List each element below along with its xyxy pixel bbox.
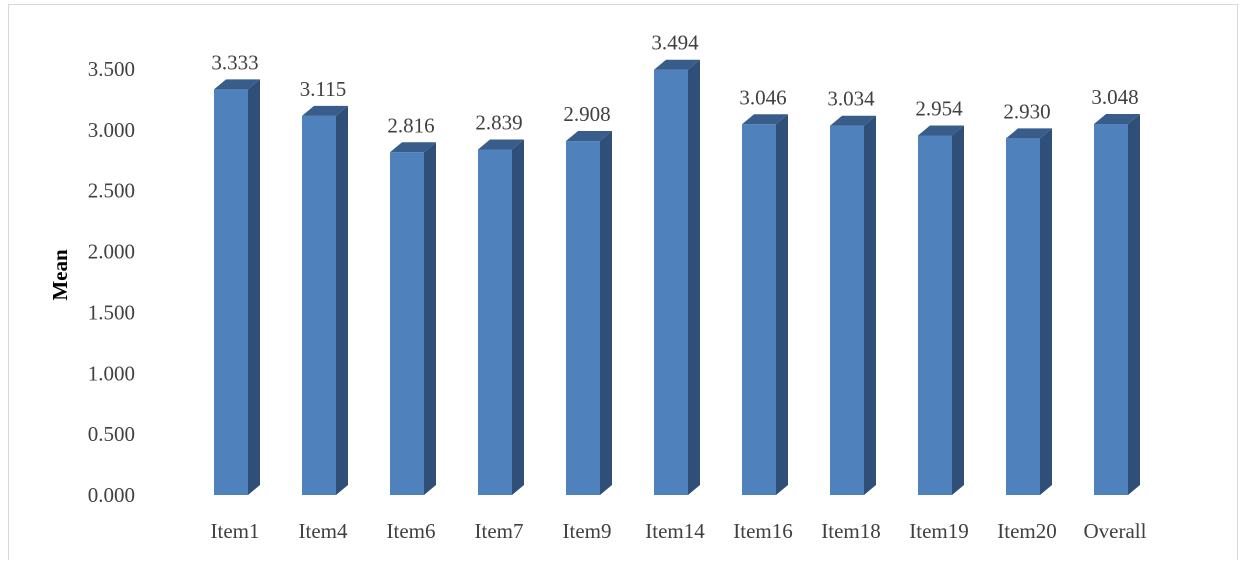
chart-area: 0.000 0.500 1.000 1.500 2.000 2.500 3.000 3.500… (8, 4, 1238, 560)
x-axis: Item1 Item4 Item6 Item7 Item9 Item14 Item16 Ite… (211, 519, 1147, 543)
bar-side-face (776, 114, 788, 495)
bar-top-face (742, 114, 788, 125)
x-tick-label: Overall (1084, 519, 1147, 543)
bar-top-face (830, 115, 876, 126)
y-tick-label: 0.000 (88, 483, 135, 507)
bar (1094, 114, 1140, 495)
bar-side-face (1128, 114, 1140, 495)
y-tick-label: 2.500 (88, 179, 135, 203)
data-label: 2.954 (915, 96, 963, 120)
bar-front-face (1094, 124, 1128, 495)
bar-front-face (214, 89, 248, 495)
y-tick-label: 3.000 (88, 118, 135, 142)
bar-top-face (654, 59, 700, 70)
bar-top-face (390, 142, 436, 153)
bar-side-face (248, 79, 260, 495)
bar-top-face (1006, 128, 1052, 139)
x-tick-label: Item6 (387, 519, 436, 543)
data-label: 3.048 (1091, 85, 1138, 109)
data-label: 2.816 (387, 113, 434, 137)
bar-side-face (952, 125, 964, 496)
y-axis: 0.000 0.500 1.000 1.500 2.000 2.500 3.000 3.500 (88, 57, 135, 507)
data-label: 2.839 (475, 110, 522, 134)
bar (566, 131, 612, 495)
x-tick-label: Item16 (733, 519, 792, 543)
bar-side-face (1040, 128, 1052, 495)
bar-side-face (864, 115, 876, 495)
bar-series (214, 59, 1140, 496)
data-label: 3.494 (651, 31, 699, 55)
bar-top-face (566, 131, 612, 142)
x-tick-label: Item9 (563, 519, 612, 543)
bar (302, 105, 348, 496)
data-label: 3.333 (211, 50, 258, 74)
bar (390, 142, 436, 496)
y-tick-label: 2.000 (88, 240, 135, 264)
bar-top-face (918, 125, 964, 136)
x-tick-label: Item4 (299, 519, 348, 543)
bar (918, 125, 964, 496)
x-tick-label: Item7 (475, 519, 524, 543)
bar-front-face (478, 149, 512, 496)
x-tick-label: Item18 (821, 519, 880, 543)
data-label: 2.908 (563, 102, 610, 126)
bar (1006, 128, 1052, 495)
bar-front-face (742, 124, 776, 495)
bar-side-face (336, 105, 348, 496)
bar-front-face (654, 69, 688, 495)
bar-side-face (424, 142, 436, 496)
x-tick-label: Item19 (909, 519, 968, 543)
y-axis-title: Mean (48, 249, 72, 301)
y-tick-label: 0.500 (88, 422, 135, 446)
bar-top-face (1094, 114, 1140, 125)
bar (654, 59, 700, 495)
bar-front-face (918, 135, 952, 495)
bar-side-face (688, 59, 700, 495)
y-tick-label: 1.500 (88, 300, 135, 324)
bar-side-face (512, 139, 524, 496)
bar (478, 139, 524, 496)
data-labels: 3.333 3.115 2.816 2.839 2.908 3.494 3.046 3.034… (211, 31, 1138, 138)
bar-top-face (478, 139, 524, 150)
x-tick-label: Item14 (645, 519, 705, 543)
bar-top-face (302, 105, 348, 116)
bar-top-face (214, 79, 260, 90)
y-tick-label: 1.000 (88, 361, 135, 385)
bar (214, 79, 260, 495)
bar-front-face (1006, 138, 1040, 495)
data-label: 3.115 (300, 77, 346, 101)
x-tick-label: Item1 (211, 519, 260, 543)
bar-front-face (830, 125, 864, 495)
bar-front-face (566, 141, 600, 495)
x-tick-label: Item20 (997, 519, 1056, 543)
bar-front-face (302, 115, 336, 496)
y-tick-label: 3.500 (88, 57, 135, 81)
bar-side-face (600, 131, 612, 495)
bar (830, 115, 876, 495)
data-label: 3.034 (827, 87, 875, 111)
data-label: 2.930 (1003, 99, 1050, 123)
bar (742, 114, 788, 495)
bar-front-face (390, 152, 424, 496)
bar-chart: 0.000 0.500 1.000 1.500 2.000 2.500 3.000 3.500… (48, 31, 1147, 543)
data-label: 3.046 (739, 85, 786, 109)
